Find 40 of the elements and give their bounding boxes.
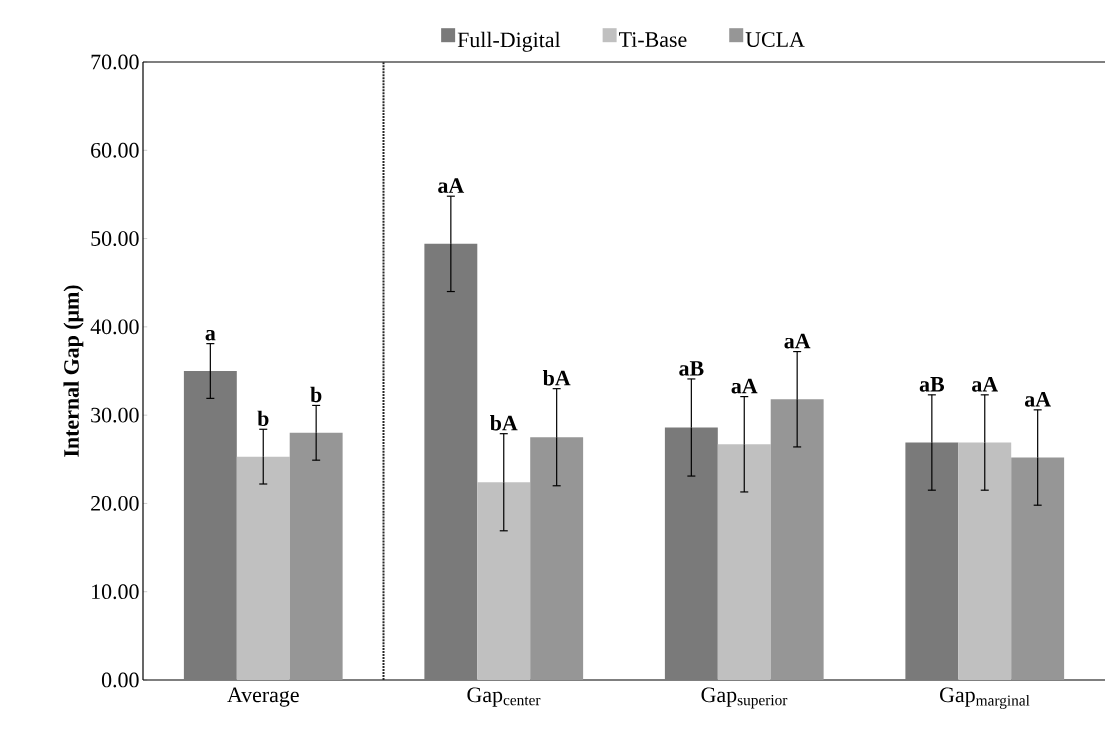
bar — [958, 442, 1012, 680]
y-tick-label: 40.00 — [90, 319, 139, 335]
bar — [905, 442, 959, 680]
x-tick-label: Gap$_{center}$ — [467, 687, 541, 707]
annotation: a — [205, 329, 216, 341]
legend-label: UCLA — [745, 32, 805, 47]
y-tick-label: 30.00 — [91, 407, 139, 423]
y-tick-label: 50.00 — [91, 231, 139, 247]
annotation: bA — [490, 415, 518, 431]
legend-label: Full-Digital — [457, 31, 561, 52]
annotation: aB — [679, 361, 704, 376]
y-tick-label: 10.00 — [92, 584, 139, 600]
bar — [530, 437, 584, 680]
y-axis-title: Internal Gap (μm) — [63, 285, 84, 457]
annotation: b — [310, 386, 322, 403]
y-tick-label: 70.00 — [91, 54, 139, 70]
y-tick-label: 60.00 — [91, 142, 139, 158]
bar — [424, 243, 478, 680]
annotation: aA — [438, 178, 465, 193]
y-tick-label: 0.00 — [101, 672, 139, 688]
annotation: bA — [542, 370, 571, 386]
annotation: aA — [972, 376, 998, 392]
bar — [183, 371, 237, 680]
bar — [236, 456, 290, 680]
bar — [289, 432, 343, 680]
bar — [717, 444, 771, 680]
bar — [477, 482, 531, 680]
x-tick-label: Gap$_{marginal}$ — [940, 687, 1030, 709]
bar — [770, 399, 824, 680]
annotation: b — [257, 410, 269, 427]
legend-label: Ti-Base — [619, 32, 687, 47]
bar — [1011, 457, 1065, 680]
y-tick-label: 20.00 — [91, 495, 139, 511]
annotation: aA — [731, 378, 758, 394]
annotation: aA — [784, 333, 811, 349]
annotation: aA — [1024, 391, 1051, 407]
x-tick-label: Gap$_{superior}$ — [701, 687, 788, 709]
annotation: aB — [919, 377, 945, 392]
bar — [664, 427, 718, 680]
x-tick-label: Average — [227, 687, 299, 707]
